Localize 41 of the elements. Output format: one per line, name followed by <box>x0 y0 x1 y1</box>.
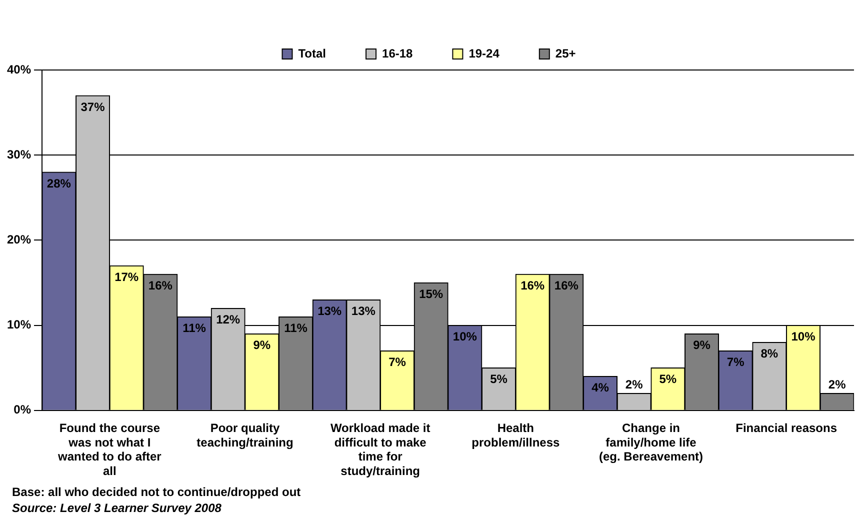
data-label: 13% <box>318 304 342 318</box>
legend-label: 25+ <box>555 46 576 60</box>
legend-label: 19-24 <box>468 46 500 60</box>
x-tick-label: Health problem/illness <box>472 420 560 450</box>
data-label: 5% <box>659 372 677 386</box>
data-label: 2% <box>828 378 846 392</box>
data-label: 9% <box>693 338 711 352</box>
data-label: 37% <box>80 100 106 114</box>
data-label: 4% <box>592 380 610 395</box>
data-label: 11% <box>182 321 206 336</box>
x-tick-label: Change in family/home life (eg. Bereavement) <box>598 420 704 464</box>
data-label: 15% <box>419 287 444 302</box>
data-label: 28% <box>46 176 72 190</box>
x-tick-label: Financial reasons <box>736 420 838 435</box>
data-label: 2% <box>625 378 644 392</box>
data-label: 16% <box>520 278 545 293</box>
data-label: 16% <box>554 278 579 293</box>
legend-label: 16-18 <box>382 46 414 60</box>
legend-label: Total <box>298 46 326 60</box>
data-label: 9% <box>253 338 271 352</box>
data-label: 17% <box>114 270 139 284</box>
data-label: 12% <box>216 312 240 327</box>
text: Base: all who decided not to continue/dropped out <box>12 484 301 500</box>
data-label: 10% <box>791 330 816 344</box>
y-tick-label: 20% <box>6 232 32 247</box>
y-tick-label: 10% <box>6 318 32 332</box>
data-label: 7% <box>388 355 406 370</box>
x-tick-label: Poor quality teaching/training <box>196 420 294 450</box>
data-label: 11% <box>284 321 308 336</box>
data-label: 5% <box>490 372 508 386</box>
data-label: 13% <box>351 304 376 318</box>
data-label: 7% <box>726 355 745 370</box>
source-note: Source: Level 3 Learner Survey 2008 <box>12 500 222 516</box>
data-label: 16% <box>148 278 173 293</box>
data-label: 8% <box>760 346 778 361</box>
x-tick-label: Workload made it difficult to make time for study/training <box>330 420 430 478</box>
data-label: 10% <box>452 330 478 344</box>
x-tick-label: Found the course was not what I wanted to do after all <box>57 420 162 478</box>
y-tick-label: 30% <box>6 147 32 162</box>
y-tick-label: 0% <box>14 402 32 417</box>
y-tick-label: 40% <box>6 62 32 76</box>
